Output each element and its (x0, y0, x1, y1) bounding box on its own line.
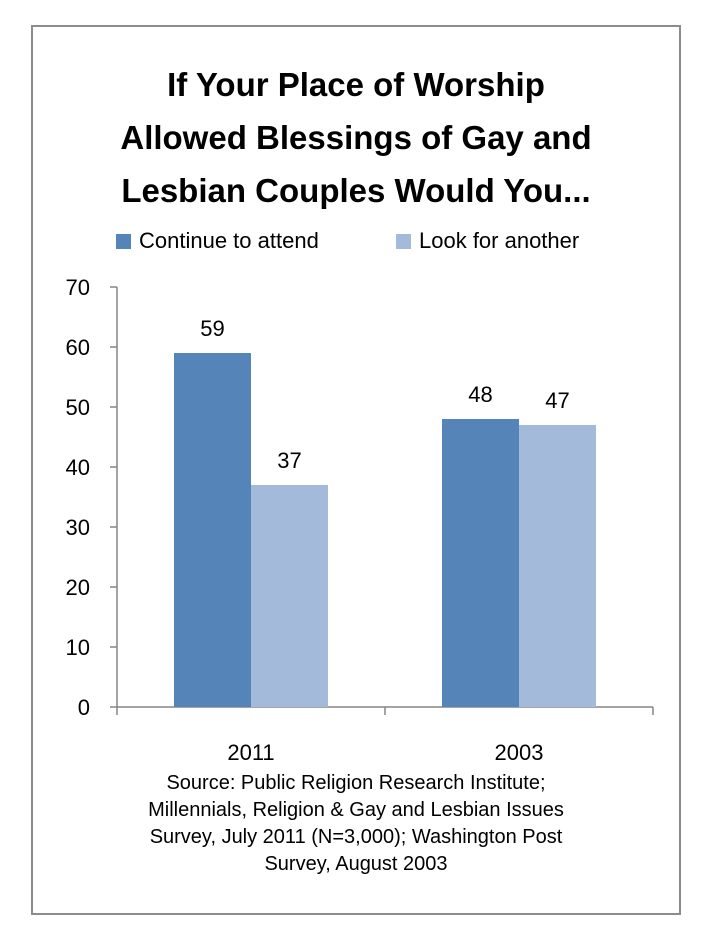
chart-frame (31, 25, 681, 915)
data-label: 37 (277, 448, 301, 473)
source-note: Source: Public Religion Research Institu… (0, 770, 712, 878)
y-tick-label: 40 (66, 455, 90, 480)
y-tick-label: 30 (66, 515, 90, 540)
x-category-label: 2011 (227, 740, 274, 765)
legend-label-look: Look for another (419, 228, 580, 253)
chart-title: If Your Place of Worship Allowed Blessin… (0, 58, 712, 217)
legend-item-look: Look for another (396, 226, 579, 256)
y-tick-label: 70 (66, 275, 90, 300)
bar-2011-continue-to-attend (174, 353, 251, 707)
source-line-2: Millennials, Religion & Gay and Lesbian … (148, 799, 564, 821)
source-line-3: Survey, July 2011 (N=3,000); Washington … (149, 826, 563, 848)
bar-2011-look-for-another (251, 485, 328, 707)
title-line-1: If Your Place of Worship (167, 66, 545, 103)
legend-swatch-look (396, 233, 411, 249)
y-tick-label: 60 (66, 335, 90, 360)
y-tick-label: 20 (66, 575, 90, 600)
source-line-1: Source: Public Religion Research Institu… (166, 772, 546, 794)
x-category-label: 2003 (495, 740, 544, 765)
data-label: 59 (200, 316, 224, 341)
bar-2003-continue-to-attend (442, 419, 519, 707)
bar-2003-look-for-another (519, 425, 596, 707)
data-label: 47 (545, 388, 569, 413)
source-line-4: Survey, August 2003 (264, 853, 448, 875)
data-label: 48 (468, 382, 492, 407)
legend-item-continue: Continue to attend (116, 226, 319, 256)
legend-label-continue: Continue to attend (139, 228, 319, 253)
y-tick-label: 50 (66, 395, 90, 420)
y-tick-label: 10 (66, 635, 90, 660)
legend-swatch-continue (116, 233, 131, 249)
y-tick-label: 0 (78, 695, 90, 720)
title-line-2: Allowed Blessings of Gay and (120, 119, 592, 156)
title-line-3: Lesbian Couples Would You... (121, 172, 591, 209)
legend: Continue to attend Look for another (0, 226, 712, 256)
